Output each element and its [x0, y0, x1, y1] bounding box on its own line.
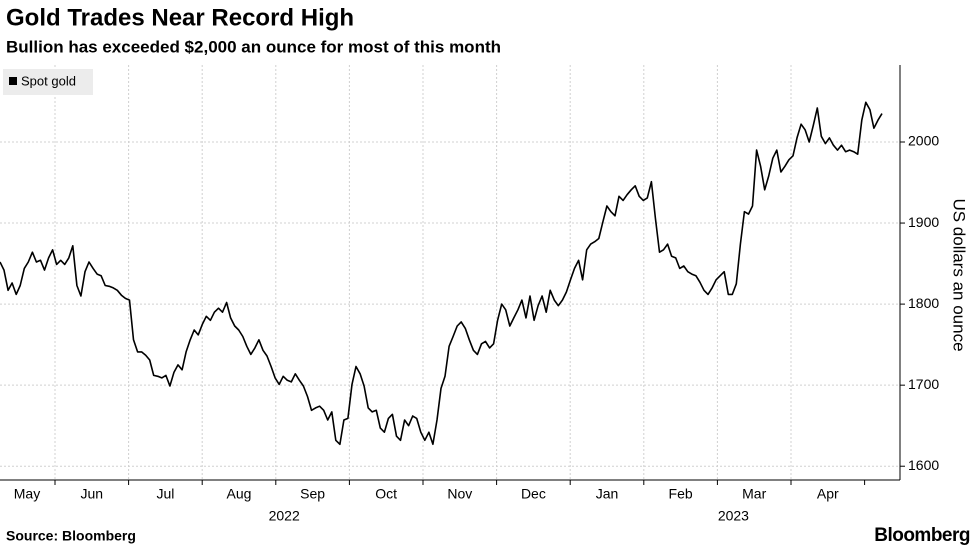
- x-tick-label: Apr: [817, 486, 839, 502]
- x-tick-label: Dec: [521, 486, 546, 502]
- y-axis-label: US dollars an ounce: [950, 198, 969, 351]
- source: Source: Bloomberg: [6, 528, 136, 544]
- logo: Bloomberg: [874, 525, 970, 546]
- x-tick-label: Oct: [375, 486, 397, 502]
- line: [0, 101, 883, 446]
- y-tick-label: 1600: [908, 457, 939, 473]
- legend-label: Spot gold: [21, 73, 76, 88]
- legend-swatch: [9, 77, 17, 85]
- legend-box: [3, 69, 93, 95]
- x-tick-label: Mar: [742, 486, 766, 502]
- x-tick-label: May: [14, 486, 40, 502]
- x-tick-label: Sep: [300, 486, 325, 502]
- x-tick-label: Feb: [669, 486, 693, 502]
- y-tick-label: 2000: [908, 133, 939, 149]
- x-tick-label: Aug: [227, 486, 252, 502]
- x-tick-label: Jun: [81, 486, 104, 502]
- year-label: 2023: [718, 508, 749, 524]
- x-tick-label: Jul: [156, 486, 174, 502]
- year-label: 2022: [269, 508, 300, 524]
- chart-subtitle: Bullion has exceeded $2,000 an ounce for…: [6, 37, 501, 56]
- y-tick-label: 1900: [908, 214, 939, 230]
- x-tick-label: Jan: [596, 486, 619, 502]
- chart-title: Gold Trades Near Record High: [6, 4, 354, 31]
- y-tick-label: 1700: [908, 376, 939, 392]
- x-tick-label: Nov: [447, 486, 472, 502]
- y-tick-label: 1800: [908, 295, 939, 311]
